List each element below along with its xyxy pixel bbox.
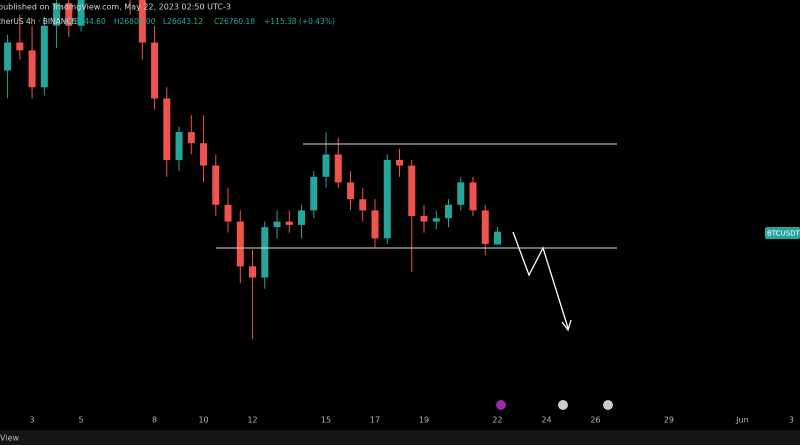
candles	[4, 0, 501, 340]
footer-bar	[0, 430, 800, 445]
candle-body	[200, 143, 208, 166]
x-tick-label: 26	[590, 416, 600, 425]
arrow-head	[561, 319, 572, 332]
candle-body	[298, 210, 306, 225]
candle-body	[65, 3, 73, 26]
projection-arrow	[512, 231, 569, 329]
symbol: therUS 4h · BINANCE	[0, 17, 77, 26]
candle-body	[40, 25, 48, 88]
x-tick-label: 29	[664, 416, 674, 425]
candle-body	[359, 199, 367, 211]
close-label: C26760.18	[214, 17, 255, 26]
footer-text: View	[0, 434, 19, 443]
candle-body	[175, 132, 183, 161]
x-tick-label: 3	[30, 416, 35, 425]
candle-body	[469, 182, 477, 211]
candle-body	[396, 160, 404, 166]
x-tick-label: 17	[370, 416, 380, 425]
low-label: L26643.12	[163, 17, 203, 26]
candle-body	[28, 50, 36, 88]
x-tick-label: 10	[198, 416, 208, 425]
candle-body	[224, 204, 232, 222]
candle-body	[444, 204, 452, 219]
candle-body	[322, 154, 330, 177]
candle-body	[53, 3, 61, 26]
candle-body	[334, 154, 342, 183]
x-tick-label: Jun	[735, 416, 749, 425]
candle-body	[371, 210, 379, 239]
high-label: H26800.00	[114, 17, 156, 26]
x-tick-label: 8	[152, 416, 157, 425]
candle-body	[77, 0, 85, 26]
candle-body	[151, 42, 159, 99]
candle-body	[4, 42, 12, 71]
candle-body	[138, 0, 146, 43]
ticker-label: BTCUSDT	[767, 230, 800, 238]
flag-icon	[603, 400, 613, 410]
candle-body	[285, 221, 293, 225]
candle-body	[163, 98, 171, 161]
x-tick-label: 3	[789, 416, 794, 425]
candle-body	[481, 210, 489, 244]
candle-body	[310, 176, 318, 211]
change-label: +115.38 (+0.43%)	[264, 17, 335, 26]
publish-info: published on TradingView.com, May 22, 20…	[0, 3, 231, 12]
x-tick-label: 15	[321, 416, 331, 425]
candle-body	[432, 218, 440, 222]
candle-body	[273, 221, 281, 228]
event-icon	[496, 400, 506, 410]
ticker-box	[765, 227, 800, 239]
flag-icon	[558, 400, 568, 410]
candle-body	[347, 182, 355, 200]
x-tick-label: 5	[79, 416, 84, 425]
open-label: O26644.60	[64, 17, 106, 26]
candle-body	[261, 227, 269, 278]
candle-body	[236, 221, 244, 267]
candle-body	[420, 215, 428, 222]
candle-body	[383, 160, 391, 239]
x-tick-label: 12	[247, 416, 257, 425]
candle-body	[493, 231, 501, 245]
x-tick-label: 24	[541, 416, 551, 425]
x-tick-label: 22	[492, 416, 502, 425]
x-tick-label: 19	[419, 416, 429, 425]
candle-body	[212, 165, 220, 205]
candle-body	[408, 165, 416, 216]
candle-body	[457, 182, 465, 205]
candle-body	[249, 266, 257, 278]
candle-body	[187, 132, 195, 144]
candle-body	[16, 42, 24, 51]
